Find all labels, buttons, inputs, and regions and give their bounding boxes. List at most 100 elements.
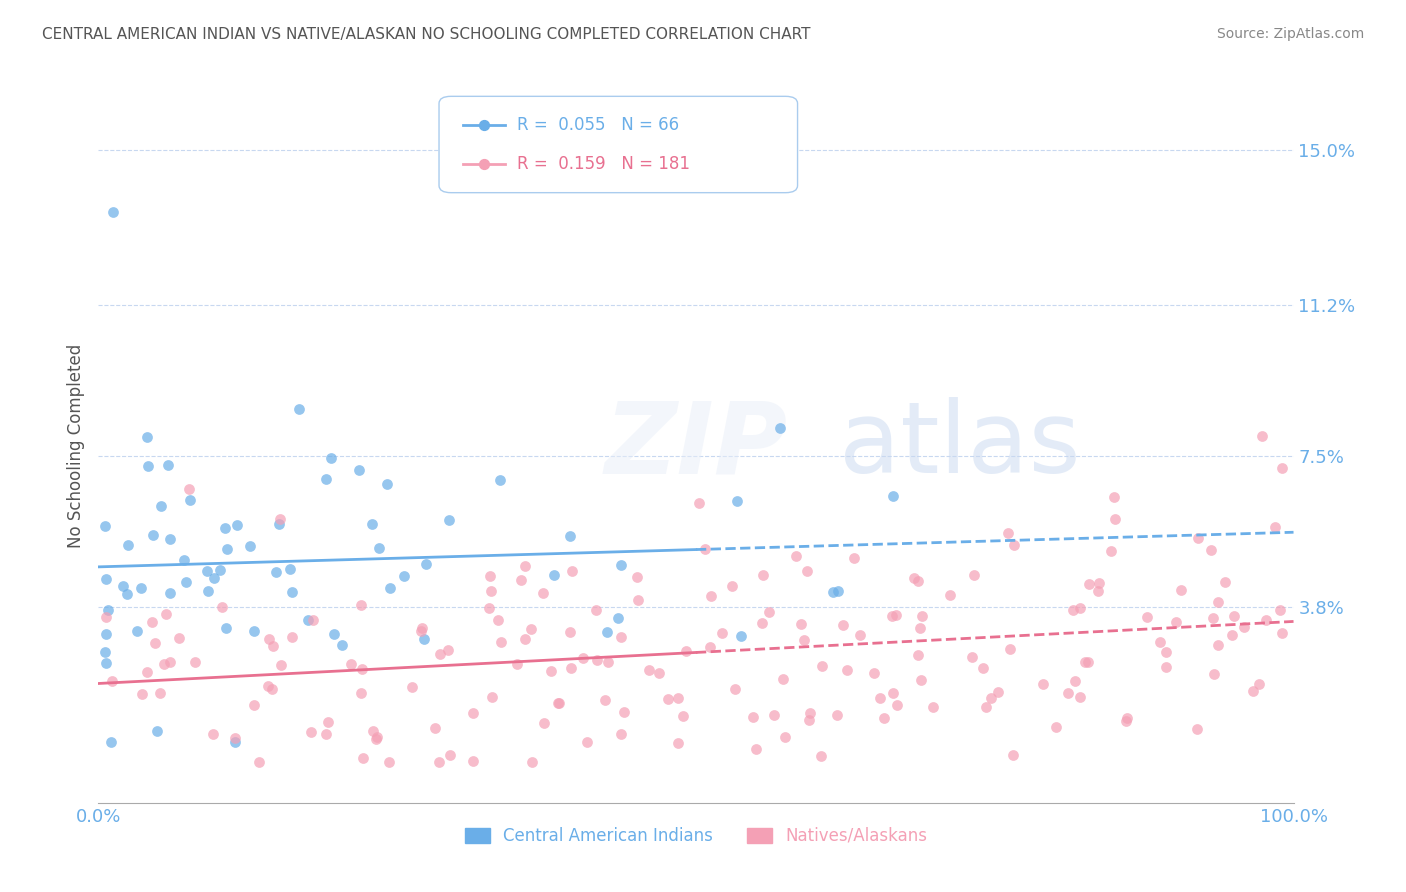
Point [742,710,765,724]
Point [202,571,225,585]
Point [94,626,117,640]
Point [515,632,537,646]
Point [609,630,631,644]
Point [429,647,451,661]
Point [799,706,821,720]
Point [215,542,238,557]
Point [269,516,291,531]
Point [506,657,529,672]
Point [595,693,617,707]
Text: Source: ZipAtlas.com: Source: ZipAtlas.com [1216,27,1364,41]
Point [321,450,343,465]
Point [100,674,122,689]
Point [129,581,152,595]
Point [316,715,339,730]
Point [184,655,207,669]
Point [1250,429,1272,443]
Point [637,663,659,677]
Point [842,551,865,566]
Point [479,569,502,583]
Point [366,730,388,744]
Point [1187,531,1209,545]
Point [700,590,723,604]
Point [976,699,998,714]
Point [797,714,820,728]
Point [585,653,607,667]
Point [980,691,1002,706]
Point [481,690,503,704]
Point [1062,603,1084,617]
Point [177,482,200,496]
Point [195,564,218,578]
Point [281,585,304,599]
Point [159,655,181,669]
Point [315,471,337,485]
Text: CENTRAL AMERICAN INDIAN VS NATIVE/ALASKAN NO SCHOOLING COMPLETED CORRELATION CHA: CENTRAL AMERICAN INDIAN VS NATIVE/ALASKA… [42,27,811,42]
Point [143,635,166,649]
Point [575,735,598,749]
Point [1204,667,1226,681]
Point [657,692,679,706]
Point [463,754,485,768]
Point [142,528,165,542]
Point [907,574,929,588]
Point [94,519,117,533]
Point [436,643,458,657]
Point [197,584,219,599]
Point [1241,684,1264,698]
Point [911,609,934,624]
Point [848,627,870,641]
Point [560,661,582,675]
Point [869,690,891,705]
Point [610,558,633,572]
Point [903,571,925,585]
Point [1104,511,1126,525]
Point [1149,635,1171,649]
Point [688,496,710,510]
Point [884,608,907,623]
Point [423,721,446,735]
Point [763,708,786,723]
Point [94,572,117,586]
Point [671,709,693,723]
Point [1185,722,1208,736]
Point [886,698,908,713]
Point [1164,615,1187,629]
Text: R =  0.055   N = 66: R = 0.055 N = 66 [517,116,679,134]
Point [1069,600,1091,615]
Point [173,553,195,567]
Point [392,569,415,583]
Point [730,629,752,643]
Point [479,583,502,598]
Point [1271,625,1294,640]
Point [415,557,437,571]
Point [378,755,401,769]
Point [693,542,716,557]
Point [1156,645,1178,659]
Point [96,603,118,617]
Point [648,665,671,680]
Point [1233,619,1256,633]
Point [725,494,748,508]
Point [721,579,744,593]
Point [1268,603,1291,617]
Point [489,473,512,487]
Point [595,625,617,640]
Point [910,673,932,687]
Point [963,568,986,582]
Point [548,696,571,710]
Point [94,645,117,659]
Point [998,642,1021,657]
Point [960,649,983,664]
Point [401,680,423,694]
Point [1223,609,1246,624]
Point [153,657,176,671]
Point [626,570,648,584]
Point [264,566,287,580]
Point [882,489,904,503]
Point [785,549,807,564]
Point [873,711,896,725]
Point [136,665,159,679]
Point [880,608,903,623]
Point [1213,574,1236,589]
